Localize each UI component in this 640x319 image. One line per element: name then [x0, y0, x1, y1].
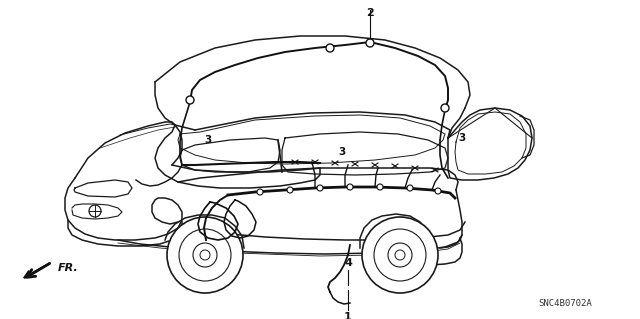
FancyArrowPatch shape [24, 263, 49, 278]
Circle shape [347, 184, 353, 190]
Text: SNC4B0702A: SNC4B0702A [538, 299, 592, 308]
Text: 4: 4 [344, 258, 352, 268]
Circle shape [441, 104, 449, 112]
Circle shape [407, 185, 413, 191]
Circle shape [435, 188, 441, 194]
Text: FR.: FR. [58, 263, 79, 273]
Text: 2: 2 [366, 8, 374, 18]
Circle shape [366, 39, 374, 47]
Text: 3: 3 [204, 135, 212, 145]
Circle shape [257, 189, 263, 195]
Circle shape [186, 96, 194, 104]
Circle shape [287, 187, 293, 193]
Circle shape [377, 184, 383, 190]
Text: 3: 3 [458, 133, 466, 143]
Circle shape [317, 185, 323, 191]
Text: 1: 1 [344, 312, 352, 319]
Text: 3: 3 [339, 147, 346, 157]
Circle shape [362, 217, 438, 293]
Circle shape [167, 217, 243, 293]
Circle shape [326, 44, 334, 52]
